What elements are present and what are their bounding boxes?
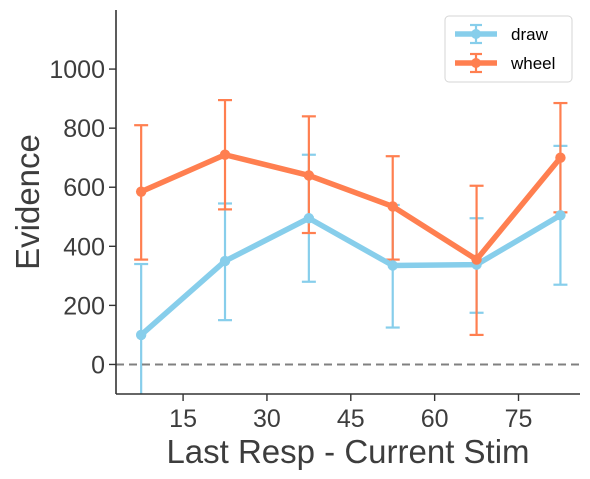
series-points-layer <box>135 149 566 341</box>
wheel-legend-marker <box>471 58 481 68</box>
y-tick-label: 1000 <box>49 56 105 84</box>
y-tick-label: 200 <box>63 292 105 320</box>
draw-data-point <box>555 210 566 221</box>
x-axis-title: Last Resp - Current Stim <box>166 433 529 470</box>
x-tick-label: 75 <box>505 405 533 433</box>
draw-data-point <box>219 255 231 267</box>
y-tick-label: 600 <box>63 174 105 202</box>
wheel-data-point <box>135 186 147 197</box>
x-tick-label: 15 <box>169 405 197 433</box>
draw-data-point <box>135 329 147 341</box>
wheel-data-point <box>219 149 231 160</box>
draw-data-point <box>387 260 398 271</box>
draw-series-line <box>138 212 564 338</box>
draw-data-point <box>303 213 315 224</box>
ticks-layer: 0 200 400 600 800 1000 15 30 45 60 75 <box>49 56 532 433</box>
legend-label-draw: draw <box>511 25 549 44</box>
legend-label-wheel: wheel <box>510 54 555 73</box>
y-tick-label: 400 <box>63 233 105 261</box>
x-tick-label: 30 <box>253 405 281 433</box>
x-tick-label: 45 <box>337 405 365 433</box>
wheel-data-point <box>555 152 566 163</box>
wheel-data-point <box>387 201 398 212</box>
x-tick-label: 60 <box>421 405 449 433</box>
y-tick-label: 0 <box>91 351 105 379</box>
legend: draw wheel <box>444 15 573 83</box>
draw-legend-marker <box>471 29 481 39</box>
wheel-data-point <box>471 254 482 265</box>
wheel-series-line <box>138 151 564 263</box>
series-lines-layer <box>138 151 564 338</box>
y-tick-label: 800 <box>63 115 105 143</box>
y-axis-title: Evidence <box>9 134 46 270</box>
axes <box>115 10 580 395</box>
wheel-data-point <box>303 170 315 181</box>
